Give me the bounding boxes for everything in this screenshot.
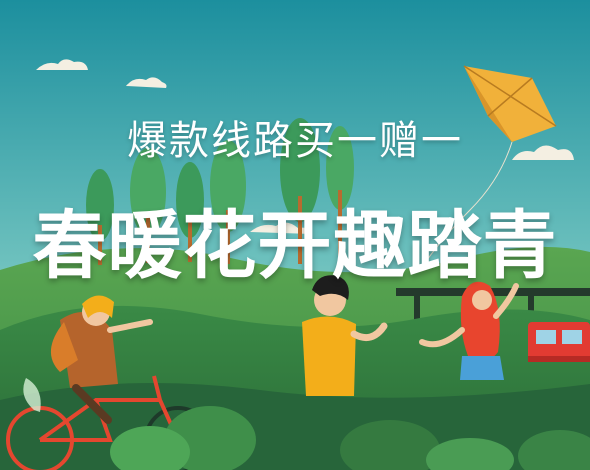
girl-figure (419, 281, 519, 380)
cloud-icon (126, 77, 167, 88)
cloud-icon (512, 145, 574, 160)
boy-figure (302, 275, 388, 396)
banner-subtitle: 爆款线路买一赠一 (127, 118, 463, 164)
banner-title: 春暖花开趣踏青 (32, 203, 558, 289)
foreground-leaves (110, 406, 590, 470)
cloud-icon (36, 59, 88, 70)
cloud-icon (250, 222, 312, 234)
tree-group (86, 118, 354, 265)
train-icon (528, 322, 590, 362)
